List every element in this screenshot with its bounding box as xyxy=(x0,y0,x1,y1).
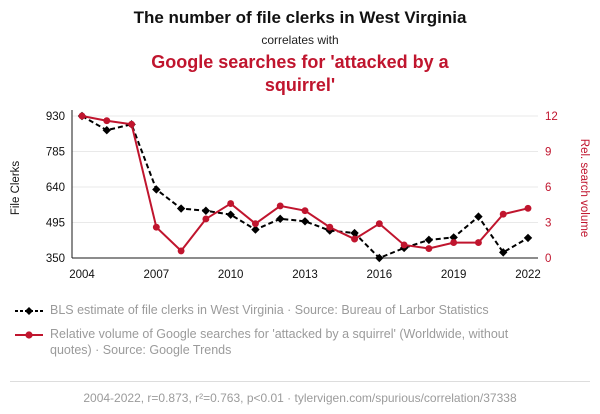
svg-text:930: 930 xyxy=(46,111,65,123)
red-series-marker-icon xyxy=(15,331,43,339)
svg-text:785: 785 xyxy=(46,147,65,159)
footer-citation: 2004-2022, r=0.873, r²=0.763, p<0.01 · t… xyxy=(83,391,517,405)
chart-subtitle: Google searches for 'attacked by a squir… xyxy=(151,52,449,95)
left-axis-label: File Clerks xyxy=(10,161,22,216)
chart-header: The number of file clerks in West Virgin… xyxy=(0,0,600,96)
svg-text:2010: 2010 xyxy=(218,269,244,281)
legend-label: BLS estimate of file clerks in West Virg… xyxy=(50,303,489,318)
legend-item-file-clerks: BLS estimate of file clerks in West Virg… xyxy=(14,302,586,318)
chart-footer: 2004-2022, r=0.873, r²=0.763, p<0.01 · t… xyxy=(10,381,590,414)
svg-text:6: 6 xyxy=(545,182,551,194)
chart-connector-text: correlates with xyxy=(261,33,339,48)
legend-item-squirrel-searches: Relative volume of Google searches for '… xyxy=(14,326,586,359)
svg-text:2022: 2022 xyxy=(515,269,541,281)
chart-legend: BLS estimate of file clerks in West Virg… xyxy=(0,300,600,358)
svg-text:2019: 2019 xyxy=(441,269,467,281)
svg-text:9: 9 xyxy=(545,147,551,159)
svg-text:3: 3 xyxy=(545,218,551,230)
svg-text:495: 495 xyxy=(46,218,65,230)
black-series-marker-icon xyxy=(15,307,43,316)
chart-area: File Clerks Rel. search volume 350 495 640… xyxy=(0,102,600,300)
svg-text:2007: 2007 xyxy=(144,269,170,281)
svg-text:640: 640 xyxy=(46,182,65,194)
right-axis-label: Rel. search volume xyxy=(578,139,590,238)
chart-title: The number of file clerks in West Virgin… xyxy=(133,8,467,27)
svg-text:2004: 2004 xyxy=(69,269,95,281)
chart-svg: 350 495 640 785 930 0 3 6 9 12 2004 2007 2010 2013 201… xyxy=(46,110,558,281)
legend-label: Relative volume of Google searches for '… xyxy=(50,326,509,357)
svg-text:2013: 2013 xyxy=(292,269,318,281)
svg-text:0: 0 xyxy=(545,253,551,265)
svg-text:12: 12 xyxy=(545,111,558,123)
svg-text:2016: 2016 xyxy=(367,269,393,281)
svg-text:350: 350 xyxy=(46,253,65,265)
